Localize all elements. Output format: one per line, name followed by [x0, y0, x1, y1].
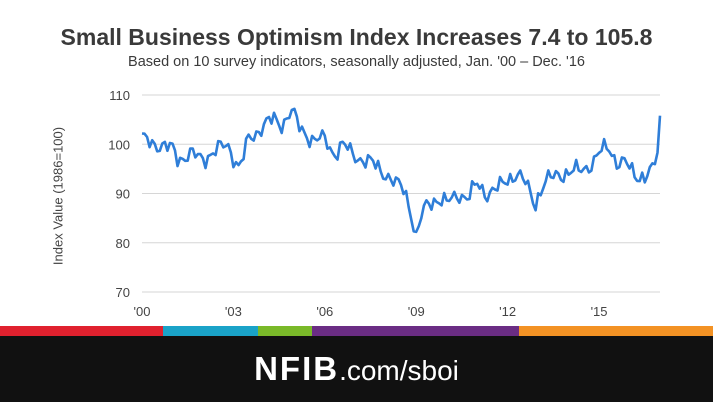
stripe-segment	[312, 326, 519, 336]
x-tick-label: '00	[134, 304, 151, 319]
x-tick-label: '15	[591, 304, 608, 319]
x-tick-label: '06	[316, 304, 333, 319]
footer-bar: NFIB.com/sboi	[0, 336, 713, 402]
y-tick-label: 100	[108, 137, 130, 152]
y-tick-label: 90	[116, 187, 130, 202]
brand-logo: NFIB.com/sboi	[0, 350, 713, 388]
series-group	[141, 107, 662, 234]
chart-subtitle: Based on 10 survey indicators, seasonall…	[128, 54, 585, 70]
stripe-segment	[163, 326, 258, 336]
y-tick-label: 110	[109, 88, 130, 103]
gridlines	[142, 94, 660, 293]
x-tick-label: '12	[499, 304, 516, 319]
stripe-segment	[519, 326, 713, 336]
y-axis-label: Index Value (1986=100)	[50, 126, 66, 266]
brand-url: .com/sboi	[339, 355, 459, 386]
series-line	[141, 107, 662, 234]
stripe-segment	[258, 326, 312, 336]
x-tick-label: '09	[408, 304, 425, 319]
brand-name: NFIB	[254, 350, 340, 387]
stripe-segment	[0, 326, 163, 336]
chart-title: Small Business Optimism Index Increases …	[60, 24, 653, 50]
y-tick-label: 80	[116, 236, 130, 251]
y-tick-label: 70	[116, 285, 130, 300]
x-tick-label: '03	[225, 304, 242, 319]
line-chart: 70 80 90 100 110 '00 '03 '06 '09 '12 '15	[108, 88, 662, 319]
axes: 70 80 90 100 110 '00 '03 '06 '09 '12 '15	[108, 88, 607, 319]
